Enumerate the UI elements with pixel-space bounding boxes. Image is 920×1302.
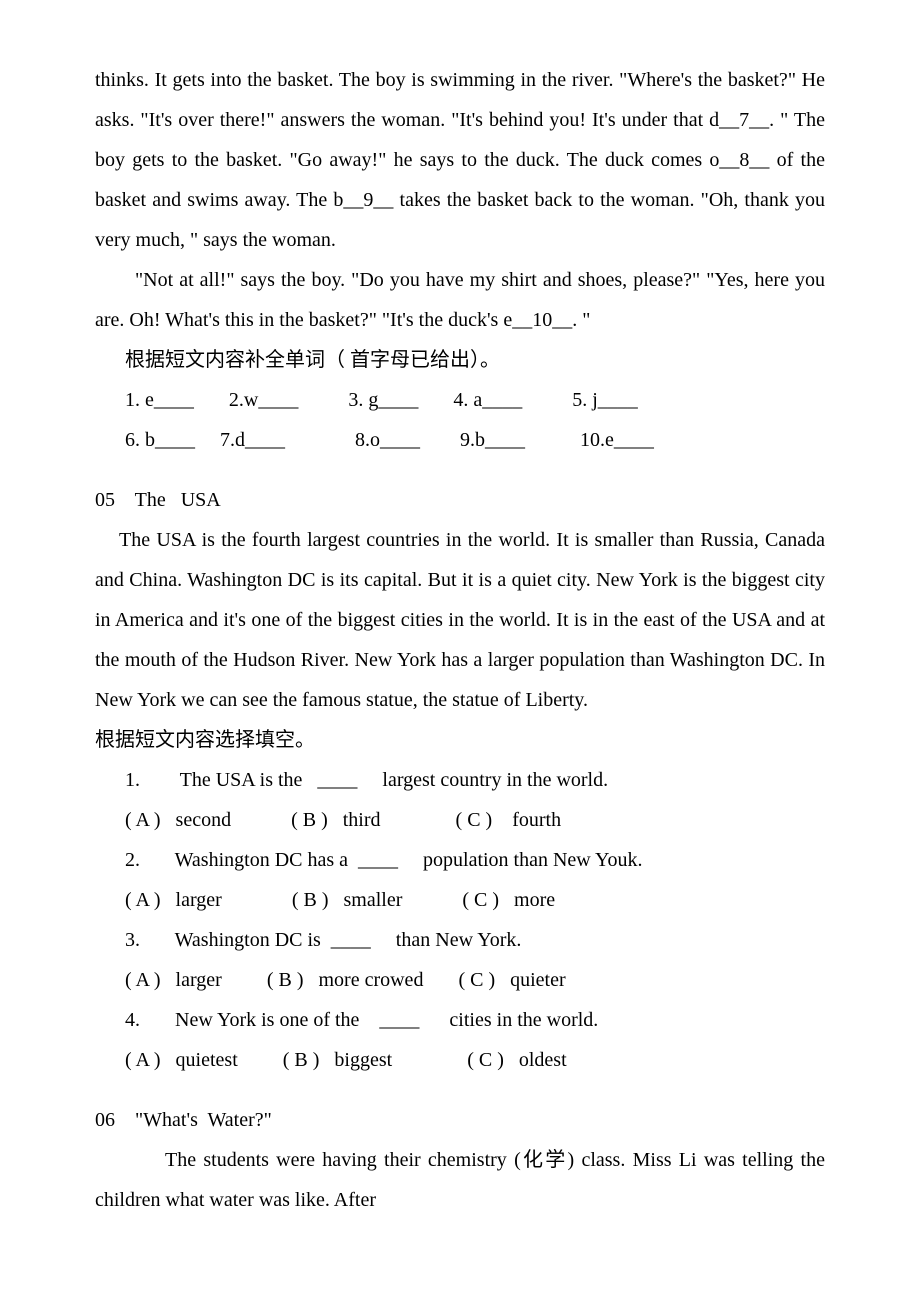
- chunk1-blanks-row1: 1. e____ 2.w____ 3. g____ 4. a____ 5. j_…: [95, 380, 825, 420]
- chunk2-q2-options: ( A ) larger ( B ) smaller ( C ) more: [95, 880, 825, 920]
- chunk1-cn-instruction: 根据短文内容补全单词（ 首字母已给出）。: [95, 340, 825, 380]
- chunk2-body: The USA is the fourth largest countries …: [95, 520, 825, 720]
- chunk2-q2: 2. Washington DC has a ____ population t…: [95, 840, 825, 880]
- chunk2-q4: 4. New York is one of the ____ cities in…: [95, 1000, 825, 1040]
- chunk3-body: The students were having their chemistry…: [95, 1140, 825, 1220]
- chunk3-heading: 06 "What's Water?": [95, 1100, 825, 1140]
- chunk2-cn-instruction: 根据短文内容选择填空。: [95, 720, 825, 760]
- chunk2-q3-options: ( A ) larger ( B ) more crowed ( C ) qui…: [95, 960, 825, 1000]
- chunk2-heading: 05 The USA: [95, 480, 825, 520]
- chunk1-blanks-row2: 6. b____ 7.d____ 8.o____ 9.b____ 10.e___…: [95, 420, 825, 460]
- chunk2-q4-options: ( A ) quietest ( B ) biggest ( C ) oldes…: [95, 1040, 825, 1080]
- chunk1-paragraph2: "Not at all!" says the boy. "Do you have…: [95, 260, 825, 340]
- chunk2-q1: 1. The USA is the ____ largest country i…: [95, 760, 825, 800]
- chunk1-paragraph1: thinks. It gets into the basket. The boy…: [95, 60, 825, 260]
- chunk2-q1-options: ( A ) second ( B ) third ( C ) fourth: [95, 800, 825, 840]
- chunk2-q3: 3. Washington DC is ____ than New York.: [95, 920, 825, 960]
